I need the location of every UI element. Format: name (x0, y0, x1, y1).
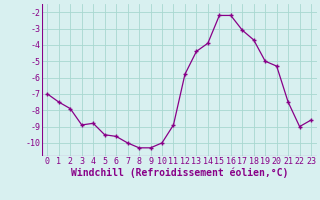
X-axis label: Windchill (Refroidissement éolien,°C): Windchill (Refroidissement éolien,°C) (70, 168, 288, 178)
